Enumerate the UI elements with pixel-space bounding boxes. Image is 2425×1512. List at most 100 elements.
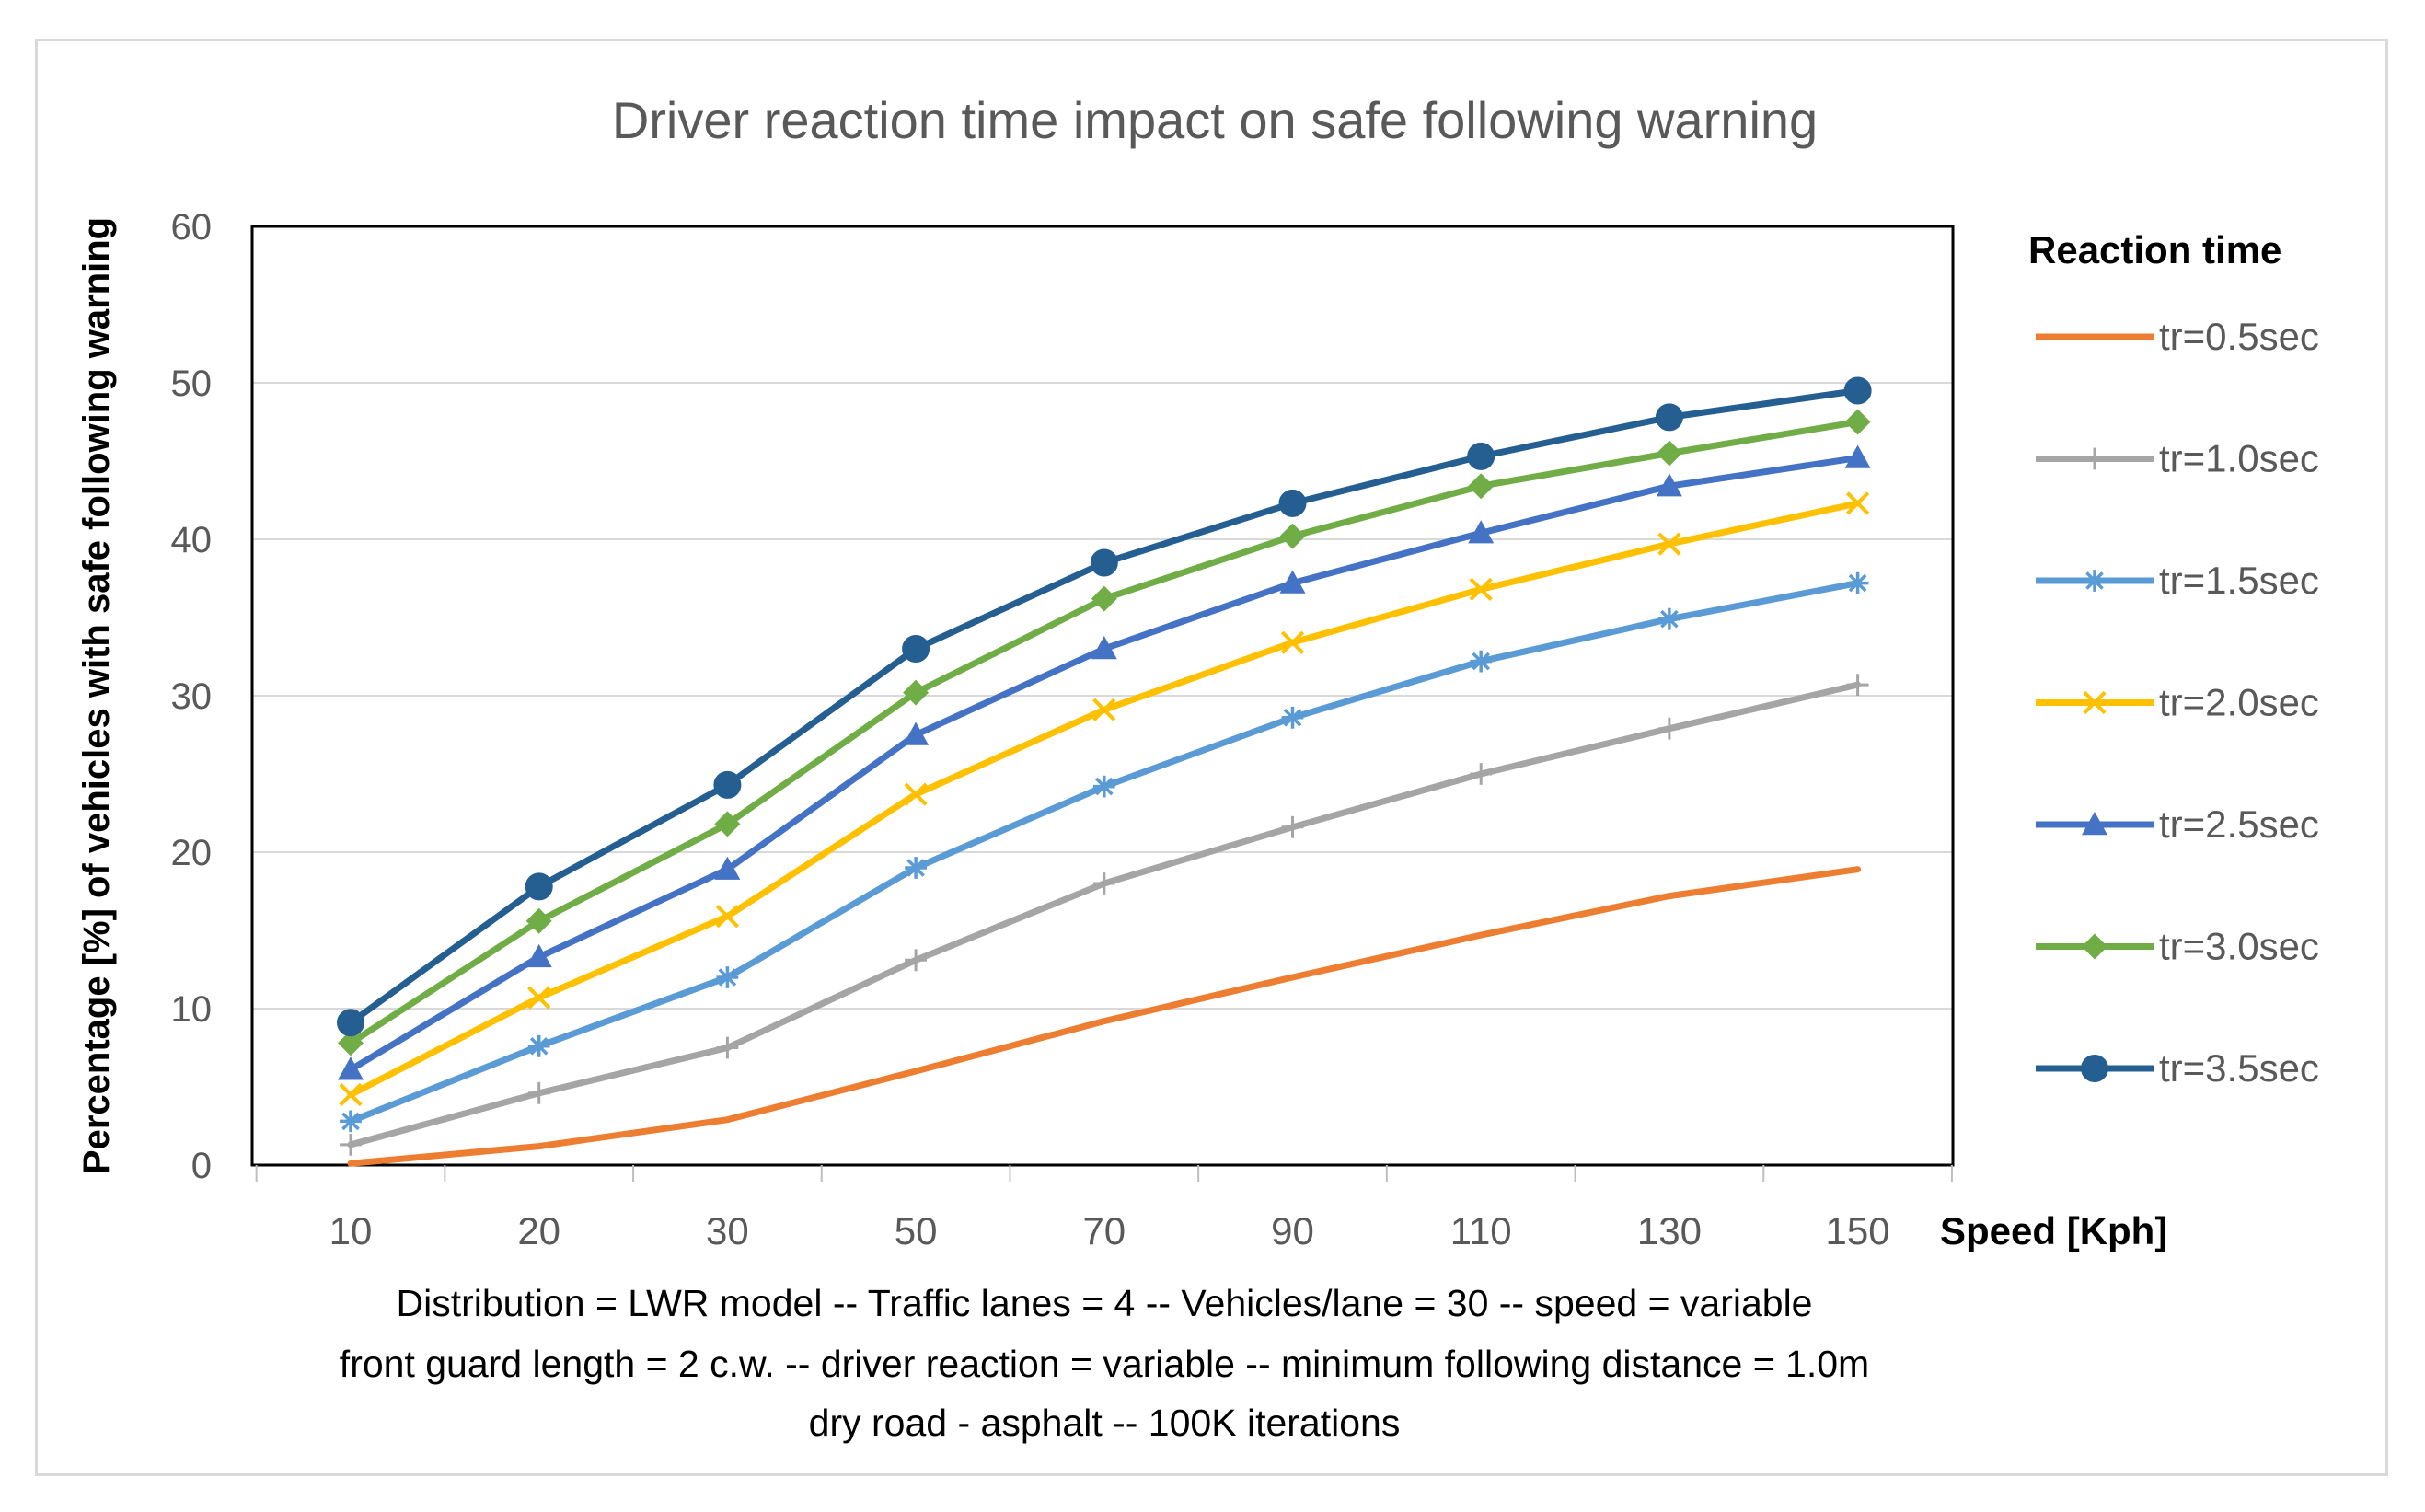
data-point [350,1162,352,1165]
series-line [347,681,1862,1148]
data-point [1658,607,1680,630]
data-point [2083,690,2107,715]
series-tr=1.5sec [340,571,1869,1133]
data-point [1091,636,1117,660]
data-point [715,905,740,929]
plot-area-border [250,225,1955,1167]
legend-item: tr=3.5sec [2036,1046,2319,1090]
data-point [1092,872,1115,895]
annotation-line-2: front guard length = 2 c.w. -- driver re… [340,1343,1869,1385]
y-tick-label: 60 [171,207,213,248]
data-point [338,1056,364,1080]
data-point [905,949,927,972]
data-point [525,872,553,901]
y-axis-label: Percentage [%] of vehicles with safe fol… [76,217,117,1174]
data-point [1280,630,1305,654]
data-point [1480,934,1483,937]
data-point [2082,933,2107,960]
data-point [713,770,742,799]
x-axis-ticks [255,1165,1953,1182]
data-point [915,1070,918,1072]
legend-label: tr=2.5sec [2159,802,2319,846]
legend: tr=0.5sec tr=1.0sec tr=1.5sec tr=2.0sec tr=2… [2036,315,2319,1090]
data-point [1467,442,1495,470]
legend-item: tr=2.5sec [2036,802,2319,846]
series-tr=0.5sec [347,866,1862,1167]
data-point [903,721,930,745]
legend-label: tr=2.0sec [2159,681,2319,724]
y-tick-label: 40 [171,520,213,560]
data-point [1470,650,1493,673]
x-tick-label: 50 [895,1209,938,1252]
chart-title: Driver reaction time impact on safe foll… [612,91,1818,149]
legend-item: tr=0.5sec [2036,315,2319,358]
data-point [1856,868,1859,871]
data-point [902,635,930,663]
data-point [726,1118,729,1121]
data-point [527,986,551,1010]
data-point [1469,577,1493,602]
legend-item: tr=1.5sec [2036,559,2319,602]
legend-label: tr=3.0sec [2159,925,2319,968]
x-tick-label: 130 [1637,1209,1702,1252]
legend-item: tr=3.0sec [2036,925,2319,968]
data-point [1843,376,1872,405]
data-point [1655,403,1683,432]
data-point [1278,489,1307,517]
data-point [1291,976,1294,978]
data-point [1279,570,1306,594]
data-point [1668,895,1670,897]
data-point [1092,698,1116,721]
data-point [527,1034,550,1057]
legend-label: tr=0.5sec [2159,315,2319,358]
series-tr=2.5sec [338,444,1871,1080]
data-point [1092,775,1115,798]
legend-item: tr=1.0sec [2036,437,2319,480]
data-point [1468,520,1495,544]
y-tick-label: 30 [171,676,213,717]
data-point [527,1081,550,1104]
series-tr=3.0sec [338,409,1871,1056]
data-point [525,907,552,934]
data-point [1846,674,1869,696]
data-point [1844,409,1871,435]
data-point [525,943,552,968]
data-point [1468,473,1495,500]
x-tick-labels: 10 20 30 50 70 90 110 130 150 [329,1209,1890,1252]
data-point [1846,571,1869,594]
data-point [1091,585,1117,612]
data-point [714,811,741,837]
data-point [904,782,928,806]
data-point [903,679,930,706]
legend-label: tr=1.0sec [2159,437,2319,480]
data-point [1844,444,1871,468]
data-point [1656,440,1682,467]
y-tick-label: 10 [171,989,213,1030]
data-point [1658,717,1680,740]
data-point [2084,570,2106,592]
x-tick-label: 70 [1082,1209,1126,1252]
series-tr=3.5sec [337,376,1872,1037]
data-point [340,1110,362,1133]
data-point [2082,812,2107,836]
data-point [714,856,741,880]
legend-label: tr=3.5sec [2159,1046,2319,1090]
legend-label: tr=1.5sec [2159,559,2319,602]
annotation-line-3: dry road - asphalt -- 100K iterations [809,1402,1401,1444]
x-axis-label: Speed [Kph] [1940,1209,2167,1252]
data-point [716,966,739,988]
series-line [347,419,1862,1046]
gridlines [252,382,1953,1010]
data-point [1281,706,1304,729]
x-tick-label: 10 [329,1209,373,1252]
data-point [2081,1055,2108,1082]
series-tr=1.0sec [340,674,1869,1156]
data-point [1845,491,1870,515]
x-tick-label: 30 [706,1209,749,1252]
data-point [340,1134,362,1156]
data-point [1656,473,1682,497]
data-point [2084,447,2106,470]
data-point [339,1082,363,1107]
data-point [1657,532,1681,556]
